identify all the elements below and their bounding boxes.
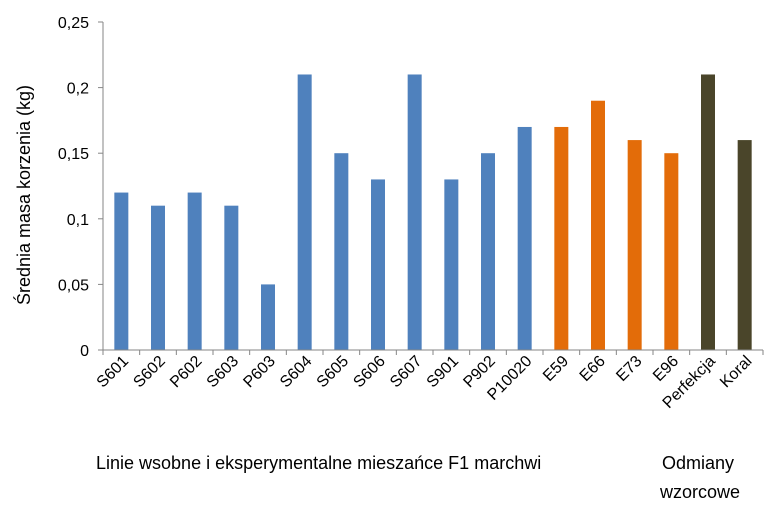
x-tick-label: E66 — [577, 353, 609, 385]
bars — [114, 74, 752, 351]
y-tick-label: 0 — [80, 343, 89, 360]
x-tick-label: P602 — [167, 353, 206, 392]
bar — [664, 153, 679, 350]
x-tick-label: S604 — [277, 353, 316, 392]
bar — [737, 140, 752, 350]
x-tick-label: S606 — [350, 353, 389, 392]
bar — [444, 179, 459, 350]
x-tick-label: S603 — [204, 353, 243, 392]
y-axis-title: Średnia masa korzenia (kg) — [13, 85, 34, 305]
x-tick-label: S901 — [424, 353, 463, 392]
bar — [151, 205, 165, 350]
y-tick-label: 0,1 — [67, 212, 89, 229]
x-tick-label: S601 — [94, 353, 133, 392]
x-tick-label: E96 — [650, 353, 682, 385]
bar — [554, 126, 569, 351]
y-tick-label: 0,15 — [58, 146, 89, 163]
y-tick-label: 0,2 — [67, 81, 89, 98]
group-label-reference-line2: wzorcowe — [660, 482, 741, 502]
x-tick-label: S602 — [130, 353, 169, 392]
group-label-lines: Linie wsobne i eksperymentalne mieszańce… — [96, 453, 542, 473]
bar — [517, 126, 532, 351]
bar — [701, 74, 715, 350]
x-tick-label: P603 — [240, 353, 279, 392]
x-tick-label: S605 — [314, 353, 353, 392]
bar — [481, 153, 495, 350]
x-axis: S601S602P602S603P603S604S605S606S607S901… — [94, 349, 764, 412]
bar — [591, 100, 605, 350]
bar — [114, 192, 129, 350]
bar — [261, 284, 275, 350]
x-tick-label: Koral — [717, 353, 755, 391]
bar — [187, 192, 202, 350]
bar — [371, 179, 385, 350]
y-tick-label: 0,25 — [58, 15, 89, 32]
bar — [334, 153, 349, 350]
y-tick-label: 0,05 — [58, 277, 89, 294]
x-tick-label: E59 — [540, 353, 572, 385]
group-label-reference-line1: Odmiany — [662, 453, 735, 473]
x-tick-label: E73 — [613, 353, 645, 385]
y-axis: 0 0,05 0,1 0,15 0,2 0,25 — [58, 15, 104, 360]
bar — [627, 140, 642, 350]
bar — [224, 205, 239, 350]
bar — [407, 74, 422, 350]
x-tick-label: S607 — [387, 353, 426, 392]
bar — [297, 74, 312, 350]
